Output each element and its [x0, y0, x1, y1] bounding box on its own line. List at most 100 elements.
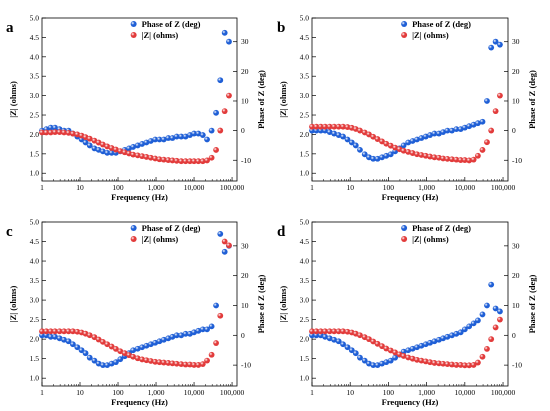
- data-point: [195, 327, 202, 334]
- data-point: [191, 362, 197, 368]
- panel-label: b: [277, 20, 285, 36]
- data-point: [113, 346, 119, 352]
- data-point: [366, 131, 372, 138]
- data-point: [213, 302, 219, 309]
- data-point: [357, 127, 363, 134]
- y-right-tick-label: 30: [241, 241, 249, 250]
- y-left-tick-label: 4.0: [300, 52, 310, 61]
- data-point: [392, 349, 399, 356]
- y-left-tick-label: 2.5: [30, 315, 40, 324]
- data-point: [204, 157, 210, 164]
- data-point: [104, 341, 111, 348]
- data-point: [335, 132, 342, 138]
- data-point: [61, 328, 67, 335]
- data-point: [43, 129, 50, 136]
- y-left-axis-label: |Z| (ohms): [278, 81, 288, 118]
- data-point: [340, 133, 346, 140]
- y-right-axis-label: Phase of Z (deg): [527, 274, 537, 333]
- y-right-tick-label: 20: [241, 271, 249, 280]
- y-left-tick-label: 1.5: [30, 354, 40, 363]
- x-tick-label: 1: [40, 183, 44, 192]
- data-point: [173, 157, 180, 164]
- data-point: [152, 136, 159, 143]
- data-point: [457, 157, 464, 163]
- data-point: [335, 338, 342, 345]
- y-left-tick-label: 1.5: [300, 354, 310, 363]
- data-point: [139, 344, 146, 351]
- series-magnitude: [309, 92, 503, 164]
- data-point: [121, 350, 128, 357]
- x-tick-label: 10,000: [455, 388, 476, 397]
- plot-frame: [41, 17, 238, 182]
- data-point: [82, 350, 89, 357]
- data-point: [331, 328, 338, 335]
- data-point: [143, 342, 150, 349]
- y-left-tick-label: 4.5: [30, 33, 40, 42]
- y-right-axis-label: Phase of Z (deg): [256, 70, 266, 129]
- data-point: [187, 158, 193, 165]
- data-point: [405, 347, 412, 354]
- data-point: [488, 281, 495, 288]
- data-point: [195, 130, 202, 137]
- y-right-tick-label: 20: [512, 67, 520, 76]
- x-tick-label: 100: [112, 388, 124, 397]
- data-point: [409, 150, 416, 156]
- legend-marker: [401, 236, 408, 242]
- data-point: [387, 347, 394, 354]
- data-point: [492, 108, 499, 115]
- data-point: [117, 148, 124, 155]
- data-point: [488, 127, 495, 134]
- y-left-tick-label: 3.5: [30, 72, 40, 81]
- legend-marker: [130, 32, 137, 38]
- data-point: [143, 357, 150, 364]
- data-point: [449, 332, 455, 339]
- data-point: [61, 129, 67, 136]
- y-left-tick-label: 1.0: [300, 169, 310, 178]
- data-point: [405, 354, 412, 361]
- y-right-tick-label: 0: [512, 126, 516, 135]
- data-point: [497, 92, 503, 99]
- x-tick-label: 10: [76, 183, 84, 192]
- data-point: [56, 129, 63, 136]
- data-point: [221, 29, 228, 36]
- data-point: [331, 130, 338, 137]
- data-point: [335, 123, 342, 130]
- data-point: [226, 242, 232, 249]
- data-point: [108, 149, 115, 156]
- x-tick-label: 1,000: [148, 388, 165, 397]
- data-point: [134, 152, 141, 159]
- data-point: [492, 38, 499, 45]
- data-point: [466, 362, 473, 369]
- x-axis-label: Frequency (Hz): [382, 397, 439, 407]
- x-tick-label: 10,000: [455, 183, 476, 192]
- x-tick-label: 100,000: [491, 388, 516, 397]
- data-point: [156, 136, 163, 143]
- data-point: [466, 157, 473, 164]
- data-point: [479, 147, 486, 153]
- data-point: [313, 123, 320, 130]
- y-right-tick-label: 30: [512, 37, 520, 46]
- data-point: [134, 345, 141, 352]
- data-point: [387, 357, 394, 364]
- data-point: [449, 156, 455, 163]
- data-point: [414, 356, 420, 363]
- data-point: [484, 139, 490, 146]
- data-point: [160, 359, 167, 366]
- y-right-tick-label: 20: [512, 271, 520, 280]
- y-left-tick-label: 2.0: [30, 130, 40, 139]
- data-point: [156, 156, 163, 163]
- data-point: [191, 158, 197, 165]
- legend-marker: [401, 21, 408, 27]
- data-point: [104, 362, 111, 369]
- data-point: [405, 148, 412, 155]
- panel-label: c: [6, 224, 13, 240]
- data-point: [56, 328, 63, 335]
- data-point: [52, 129, 58, 136]
- data-point: [383, 152, 390, 159]
- data-point: [409, 138, 416, 144]
- data-point: [326, 123, 333, 130]
- data-point: [335, 328, 342, 335]
- x-tick-label: 100,000: [491, 183, 516, 192]
- data-point: [348, 347, 355, 354]
